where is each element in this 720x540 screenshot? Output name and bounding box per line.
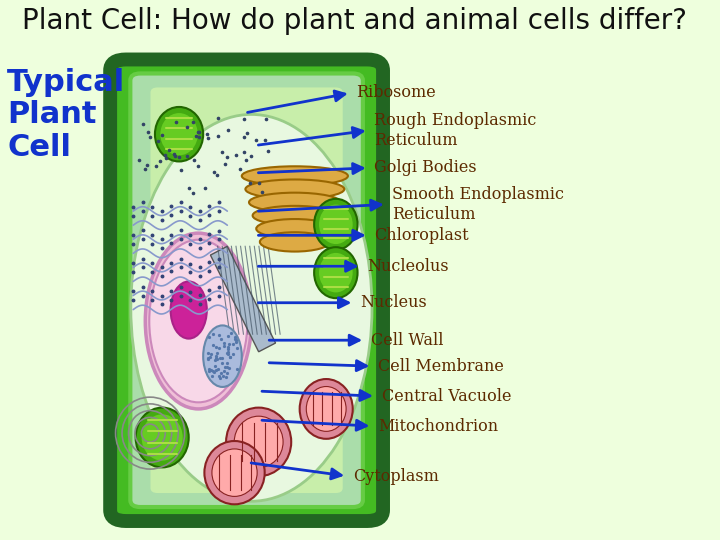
- Ellipse shape: [131, 114, 372, 501]
- Text: Smooth Endoplasmic
Reticulum: Smooth Endoplasmic Reticulum: [392, 186, 564, 222]
- Text: Golgi Bodies: Golgi Bodies: [374, 159, 477, 177]
- Ellipse shape: [319, 205, 353, 244]
- Ellipse shape: [204, 441, 265, 504]
- Text: Typical
Plant
Cell: Typical Plant Cell: [7, 68, 125, 162]
- Text: Central Vacuole: Central Vacuole: [382, 388, 511, 404]
- Ellipse shape: [314, 247, 358, 298]
- Ellipse shape: [246, 179, 344, 199]
- Ellipse shape: [249, 193, 341, 212]
- Ellipse shape: [256, 219, 333, 238]
- Text: Nucleolus: Nucleolus: [367, 258, 449, 275]
- Ellipse shape: [300, 379, 353, 439]
- Text: Rough Endoplasmic
Reticulum: Rough Endoplasmic Reticulum: [374, 112, 537, 148]
- Ellipse shape: [319, 253, 353, 293]
- Text: Cell Membrane: Cell Membrane: [378, 357, 504, 375]
- Ellipse shape: [242, 166, 348, 186]
- Ellipse shape: [145, 233, 251, 409]
- Ellipse shape: [171, 281, 207, 339]
- FancyBboxPatch shape: [110, 59, 383, 521]
- Text: Cytoplasm: Cytoplasm: [353, 468, 438, 484]
- Ellipse shape: [306, 387, 346, 431]
- Ellipse shape: [212, 449, 257, 496]
- Ellipse shape: [260, 232, 330, 252]
- Ellipse shape: [161, 113, 198, 156]
- FancyBboxPatch shape: [150, 87, 343, 493]
- Ellipse shape: [142, 414, 183, 461]
- Text: Nucleus: Nucleus: [360, 294, 427, 311]
- Ellipse shape: [149, 240, 248, 402]
- Ellipse shape: [253, 206, 337, 225]
- Ellipse shape: [203, 326, 242, 387]
- Text: Plant Cell: How do plant and animal cells differ?: Plant Cell: How do plant and animal cell…: [22, 7, 687, 35]
- Ellipse shape: [226, 408, 291, 476]
- Ellipse shape: [135, 408, 189, 468]
- Ellipse shape: [314, 199, 358, 250]
- Ellipse shape: [234, 416, 283, 468]
- Text: Chloroplast: Chloroplast: [374, 227, 469, 244]
- Polygon shape: [210, 246, 276, 352]
- Text: Cell Wall: Cell Wall: [371, 332, 444, 349]
- Text: Mitochondrion: Mitochondrion: [378, 417, 498, 435]
- FancyBboxPatch shape: [130, 73, 363, 507]
- Text: Ribosome: Ribosome: [356, 84, 436, 102]
- Ellipse shape: [155, 107, 203, 161]
